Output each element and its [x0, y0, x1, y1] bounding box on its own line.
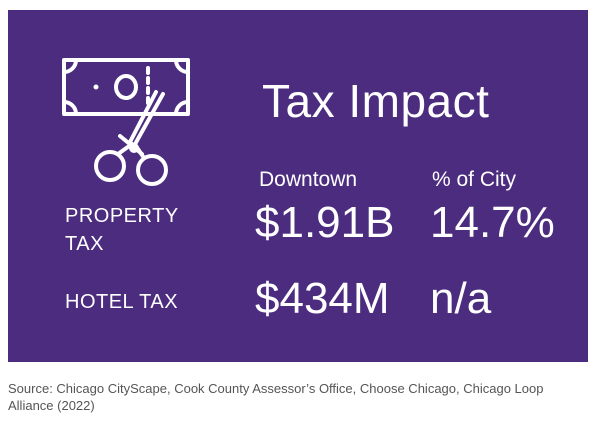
column-header-pct-city: % of City [432, 168, 517, 191]
row-label-hotel-tax: HOTEL TAX [65, 291, 179, 313]
hotel-tax-pct-city-value: n/a [430, 274, 492, 323]
page-title: Tax Impact [262, 75, 490, 127]
property-tax-pct-city-value: 14.7% [430, 198, 555, 247]
source-note: Source: Chicago CityScape, Cook County A… [8, 381, 544, 413]
hotel-tax-downtown-value: $434M [255, 274, 390, 323]
row-label-property-tax: PROPERTY TAX [65, 205, 179, 255]
tax-impact-card: Tax Impact Downtown % of City PROPERTY T… [8, 10, 588, 362]
property-tax-downtown-value: $1.91B [255, 198, 395, 247]
column-header-downtown: Downtown [259, 168, 358, 191]
bill-scissors-icon [60, 54, 192, 194]
